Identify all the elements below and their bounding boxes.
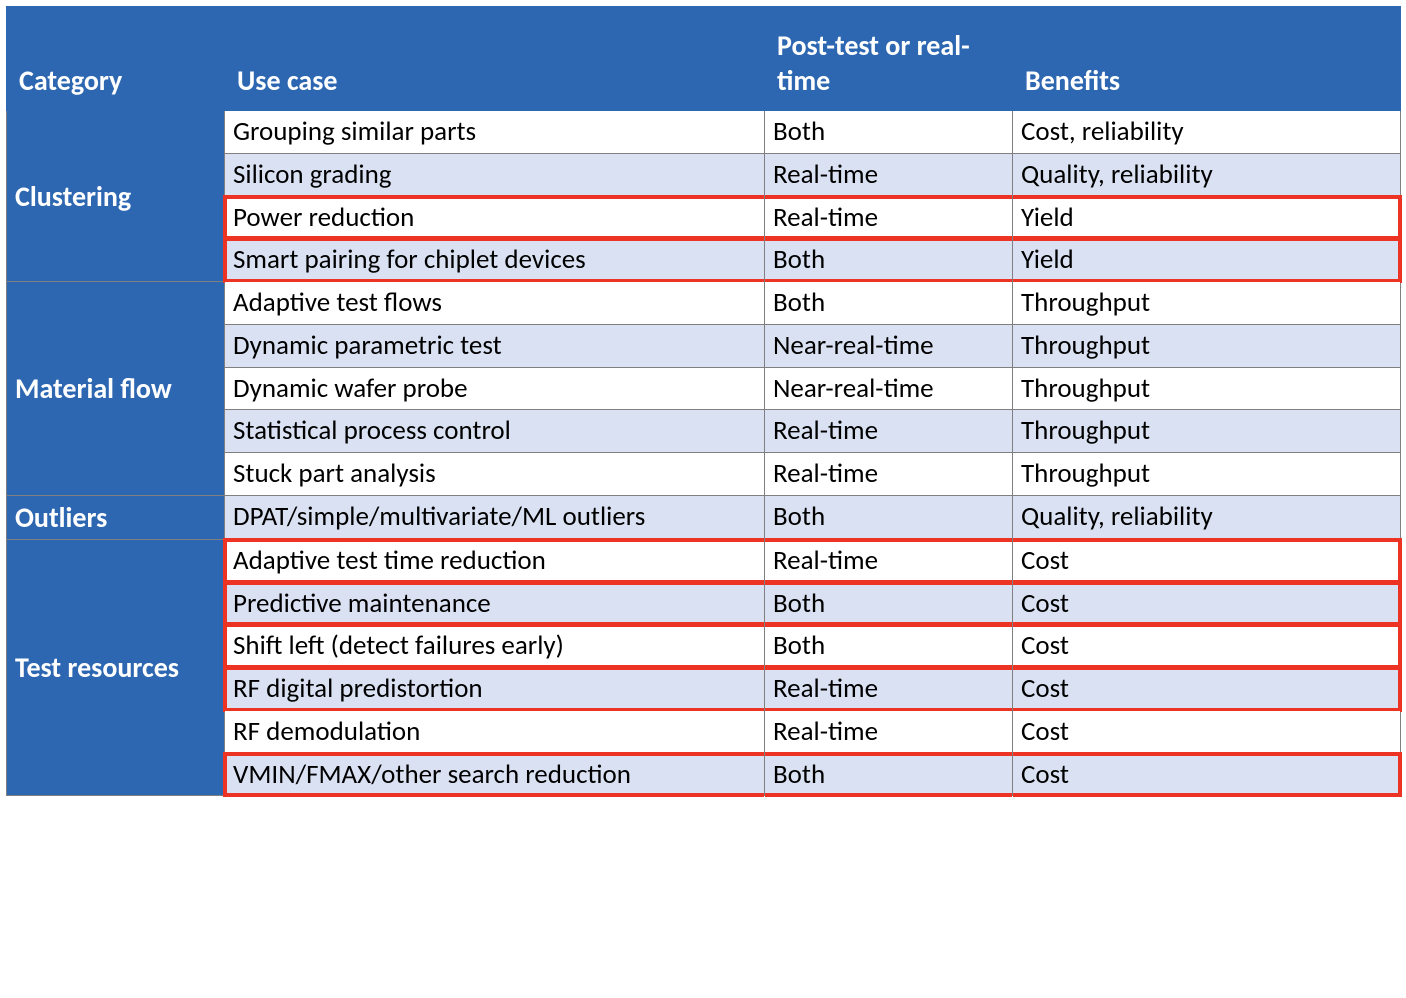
benefits-cell: Cost, reliability bbox=[1013, 111, 1401, 154]
benefits-cell: Throughput bbox=[1013, 282, 1401, 325]
col-header-usecase: Use case bbox=[225, 7, 765, 111]
use-case-cell: VMIN/FMAX/other search reduction bbox=[225, 753, 765, 796]
use-case-cell: Adaptive test flows bbox=[225, 282, 765, 325]
benefits-cell: Throughput bbox=[1013, 367, 1401, 410]
table-body: ClusteringGrouping similar partsBothCost… bbox=[7, 111, 1401, 796]
category-cell: Test resources bbox=[7, 539, 225, 796]
timing-cell: Real-time bbox=[765, 668, 1013, 711]
use-case-cell: Power reduction bbox=[225, 196, 765, 239]
category-cell: Material flow bbox=[7, 282, 225, 496]
use-case-cell: Adaptive test time reduction bbox=[225, 539, 765, 582]
timing-cell: Both bbox=[765, 582, 1013, 625]
table-row: Material flowAdaptive test flowsBothThro… bbox=[7, 282, 1401, 325]
benefits-cell: Cost bbox=[1013, 582, 1401, 625]
use-case-cell: RF demodulation bbox=[225, 710, 765, 753]
benefits-cell: Cost bbox=[1013, 539, 1401, 582]
timing-cell: Both bbox=[765, 111, 1013, 154]
table-header: Category Use case Post-test or real-time… bbox=[7, 7, 1401, 111]
benefits-cell: Cost bbox=[1013, 625, 1401, 668]
table-row: Test resourcesAdaptive test time reducti… bbox=[7, 539, 1401, 582]
benefits-cell: Yield bbox=[1013, 196, 1401, 239]
benefits-cell: Cost bbox=[1013, 668, 1401, 711]
use-case-cell: Dynamic wafer probe bbox=[225, 367, 765, 410]
use-case-cell: Predictive maintenance bbox=[225, 582, 765, 625]
timing-cell: Real-time bbox=[765, 453, 1013, 496]
use-case-cell: Dynamic parametric test bbox=[225, 324, 765, 367]
timing-cell: Near-real-time bbox=[765, 367, 1013, 410]
col-header-timing: Post-test or real-time bbox=[765, 7, 1013, 111]
benefits-cell: Throughput bbox=[1013, 410, 1401, 453]
benefits-cell: Quality, reliability bbox=[1013, 153, 1401, 196]
col-header-benefits: Benefits bbox=[1013, 7, 1401, 111]
table-row: OutliersDPAT/simple/multivariate/ML outl… bbox=[7, 495, 1401, 539]
use-case-cell: Silicon grading bbox=[225, 153, 765, 196]
use-case-cell: DPAT/simple/multivariate/ML outliers bbox=[225, 495, 765, 539]
benefits-cell: Yield bbox=[1013, 239, 1401, 282]
use-case-table: Category Use case Post-test or real-time… bbox=[6, 6, 1401, 796]
benefits-cell: Cost bbox=[1013, 753, 1401, 796]
timing-cell: Real-time bbox=[765, 196, 1013, 239]
timing-cell: Real-time bbox=[765, 539, 1013, 582]
benefits-cell: Quality, reliability bbox=[1013, 495, 1401, 539]
benefits-cell: Throughput bbox=[1013, 453, 1401, 496]
col-header-category: Category bbox=[7, 7, 225, 111]
timing-cell: Near-real-time bbox=[765, 324, 1013, 367]
timing-cell: Real-time bbox=[765, 410, 1013, 453]
timing-cell: Real-time bbox=[765, 153, 1013, 196]
timing-cell: Both bbox=[765, 625, 1013, 668]
timing-cell: Both bbox=[765, 239, 1013, 282]
timing-cell: Both bbox=[765, 282, 1013, 325]
use-case-cell: Grouping similar parts bbox=[225, 111, 765, 154]
slide-area: Category Use case Post-test or real-time… bbox=[0, 0, 1406, 802]
use-case-cell: Smart pairing for chiplet devices bbox=[225, 239, 765, 282]
use-case-cell: Shift left (detect failures early) bbox=[225, 625, 765, 668]
timing-cell: Real-time bbox=[765, 710, 1013, 753]
timing-cell: Both bbox=[765, 495, 1013, 539]
timing-cell: Both bbox=[765, 753, 1013, 796]
category-cell: Clustering bbox=[7, 111, 225, 282]
category-cell: Outliers bbox=[7, 495, 225, 539]
benefits-cell: Cost bbox=[1013, 710, 1401, 753]
table-row: ClusteringGrouping similar partsBothCost… bbox=[7, 111, 1401, 154]
use-case-cell: Statistical process control bbox=[225, 410, 765, 453]
use-case-cell: Stuck part analysis bbox=[225, 453, 765, 496]
benefits-cell: Throughput bbox=[1013, 324, 1401, 367]
use-case-cell: RF digital predistortion bbox=[225, 668, 765, 711]
